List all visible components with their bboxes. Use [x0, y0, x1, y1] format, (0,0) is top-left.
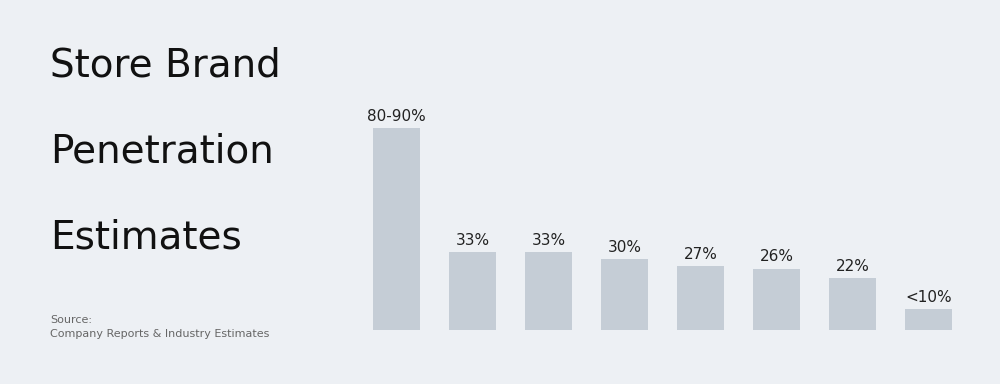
Text: Estimates: Estimates [50, 219, 242, 257]
Text: 22%: 22% [835, 259, 869, 274]
Bar [449, 252, 496, 330]
Bar [829, 278, 876, 330]
Bar [753, 268, 800, 330]
Bar [373, 129, 420, 330]
Text: 30%: 30% [608, 240, 642, 255]
Bar [905, 309, 952, 330]
Text: Source:
Company Reports & Industry Estimates: Source: Company Reports & Industry Estim… [50, 315, 269, 339]
Text: 33%: 33% [532, 233, 566, 248]
Bar [677, 266, 724, 330]
Bar [525, 252, 572, 330]
Text: 27%: 27% [684, 247, 717, 262]
Text: 80-90%: 80-90% [367, 109, 426, 124]
Text: Store Brand: Store Brand [50, 46, 281, 84]
Text: 26%: 26% [759, 249, 793, 264]
Text: Penetration: Penetration [50, 132, 274, 170]
Text: <10%: <10% [905, 290, 952, 305]
Bar [601, 259, 648, 330]
Text: 33%: 33% [456, 233, 490, 248]
